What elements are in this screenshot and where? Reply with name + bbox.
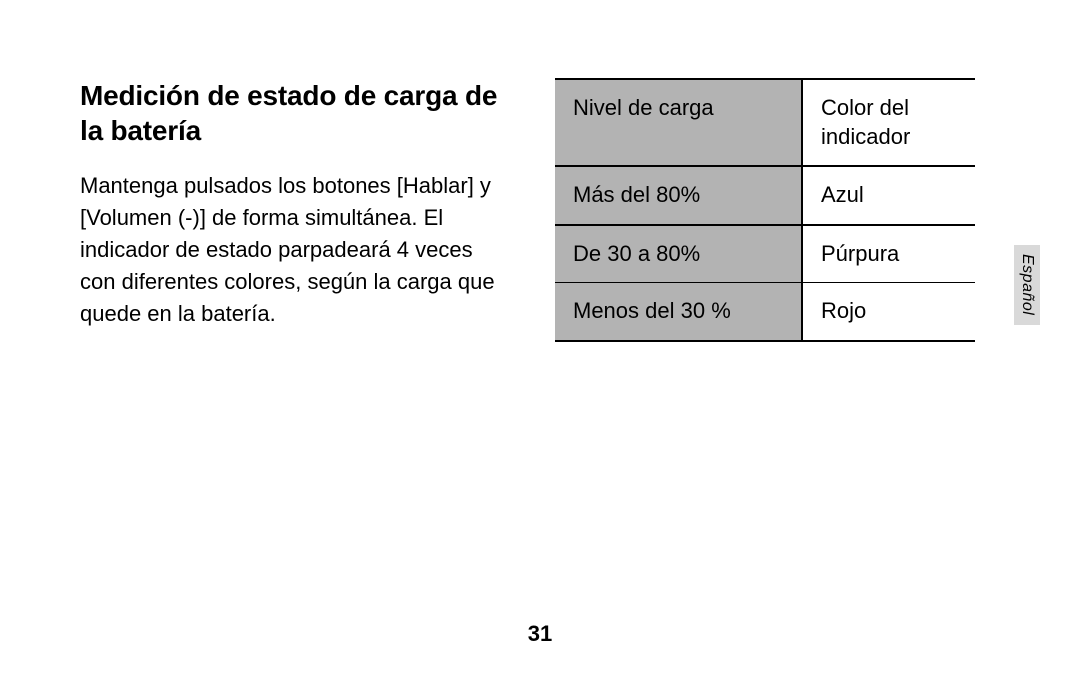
table-cell-level: De 30 a 80% [555, 225, 802, 283]
section-body: Mantenga pulsados los botones [Hablar] y… [80, 170, 500, 329]
left-column: Medición de estado de carga de la baterí… [80, 78, 500, 329]
table-header-level: Nivel de carga [555, 79, 802, 166]
language-tab: Español [1014, 245, 1040, 325]
table-cell-level: Menos del 30 % [555, 283, 802, 341]
battery-table: Nivel de carga Color del indicador Más d… [555, 78, 975, 342]
table-cell-color: Rojo [802, 283, 975, 341]
section-title: Medición de estado de carga de la baterí… [80, 78, 500, 148]
page-number: 31 [0, 621, 1080, 647]
table-header-color: Color del indicador [802, 79, 975, 166]
table-row: Menos del 30 % Rojo [555, 283, 975, 341]
table-cell-color: Azul [802, 166, 975, 225]
table-cell-color: Púrpura [802, 225, 975, 283]
table-cell-level: Más del 80% [555, 166, 802, 225]
document-page: Medición de estado de carga de la baterí… [0, 0, 1080, 675]
right-column: Nivel de carga Color del indicador Más d… [555, 78, 975, 342]
table-row: Más del 80% Azul [555, 166, 975, 225]
table-header-row: Nivel de carga Color del indicador [555, 79, 975, 166]
table-row: De 30 a 80% Púrpura [555, 225, 975, 283]
